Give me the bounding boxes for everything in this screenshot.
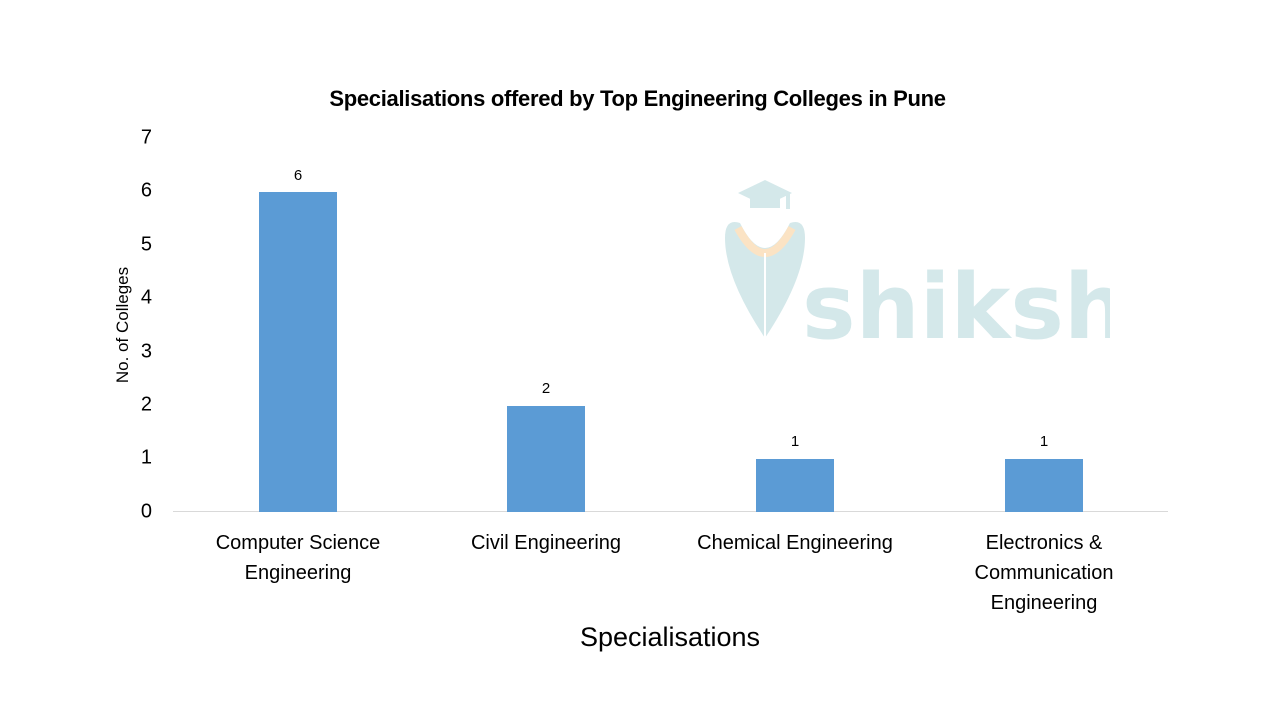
y-tick: 7 <box>140 126 152 149</box>
y-tick: 6 <box>140 179 152 202</box>
y-axis-title: No. of Colleges <box>113 266 132 384</box>
bar-civil <box>507 406 585 512</box>
x-tick-computer-science: Computer Science Engineering <box>215 532 381 584</box>
graduation-cap-icon <box>738 180 792 209</box>
y-tick: 5 <box>140 233 152 256</box>
x-axis-line <box>173 511 1168 512</box>
shiksha-logo-watermark: shiksha <box>725 180 1110 343</box>
data-label: 1 <box>1039 433 1049 450</box>
chart-title: Specialisations offered by Top Engineeri… <box>329 86 946 111</box>
bar-electronics <box>1005 459 1083 512</box>
bar-computer-science <box>259 192 337 512</box>
y-tick: 3 <box>140 340 152 363</box>
y-tick: 4 <box>140 286 152 309</box>
x-tick-electronics: Electronics & Communication Engineering <box>974 532 1114 614</box>
y-tick: 2 <box>140 393 152 416</box>
x-axis-title: Specialisations <box>579 622 761 652</box>
data-label: 2 <box>541 380 551 397</box>
data-label: 6 <box>293 167 303 184</box>
x-tick-civil: Civil Engineering <box>470 532 622 554</box>
data-label: 1 <box>790 433 800 450</box>
y-tick: 0 <box>140 500 152 523</box>
x-tick-chemical: Chemical Engineering <box>697 532 893 554</box>
y-tick: 1 <box>140 446 152 469</box>
svg-text:shiksha: shiksha <box>802 255 1110 343</box>
bar-chemical <box>756 459 834 512</box>
